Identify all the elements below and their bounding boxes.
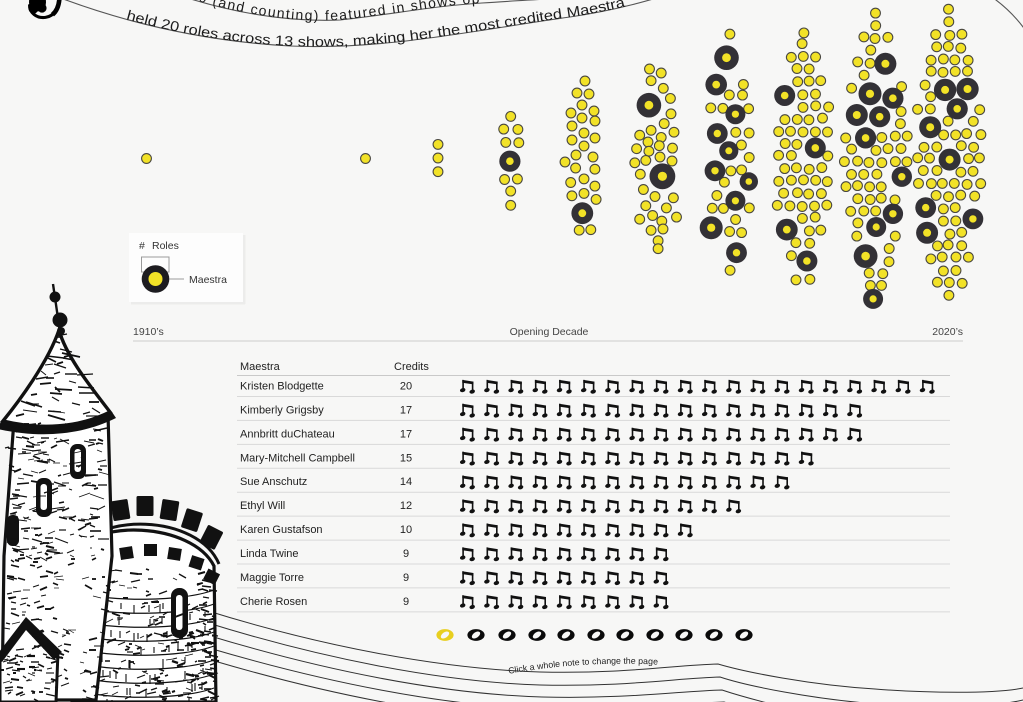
svg-text:9: 9 (403, 572, 409, 584)
svg-text:Click a whole note to change t: Click a whole note to change the page (507, 656, 658, 676)
svg-text:10: 10 (400, 524, 412, 536)
svg-text:Cherie Rosen: Cherie Rosen (240, 596, 307, 608)
svg-text:17: 17 (400, 404, 412, 416)
svg-text:9: 9 (403, 548, 409, 560)
svg-text:Linda Twine: Linda Twine (240, 548, 299, 560)
svg-text:Annbritt duChateau: Annbritt duChateau (240, 428, 335, 440)
svg-text:Maggie Torre: Maggie Torre (240, 572, 304, 584)
svg-text:Kristen Blodgette: Kristen Blodgette (240, 381, 324, 393)
svg-text:9: 9 (403, 596, 409, 608)
svg-text:17: 17 (400, 428, 412, 440)
svg-text:Ethyl Will: Ethyl Will (240, 500, 285, 512)
svg-text:Sue Anschutz: Sue Anschutz (240, 476, 307, 488)
svg-text:Karen Gustafson: Karen Gustafson (240, 524, 323, 536)
svg-text:Roles: Roles (152, 240, 179, 252)
svg-text:Maestra: Maestra (189, 274, 227, 286)
svg-text:0 (and counting) featured in s: 0 (and counting) featured in shows op (197, 0, 481, 23)
svg-text:20: 20 (400, 381, 412, 393)
svg-text:Mary-Mitchell Campbell: Mary-Mitchell Campbell (240, 452, 355, 464)
svg-text:Opening Decade: Opening Decade (510, 326, 589, 338)
svg-text:#: # (139, 240, 145, 252)
svg-text:Credits: Credits (394, 361, 429, 373)
svg-text:Maestra: Maestra (240, 361, 281, 373)
svg-text:2020’s: 2020’s (932, 326, 963, 338)
svg-text:Kimberly Grigsby: Kimberly Grigsby (240, 404, 324, 416)
svg-text:1910’s: 1910’s (133, 326, 164, 338)
svg-text:15: 15 (400, 452, 412, 464)
svg-text:12: 12 (400, 500, 412, 512)
svg-text:14: 14 (400, 476, 412, 488)
